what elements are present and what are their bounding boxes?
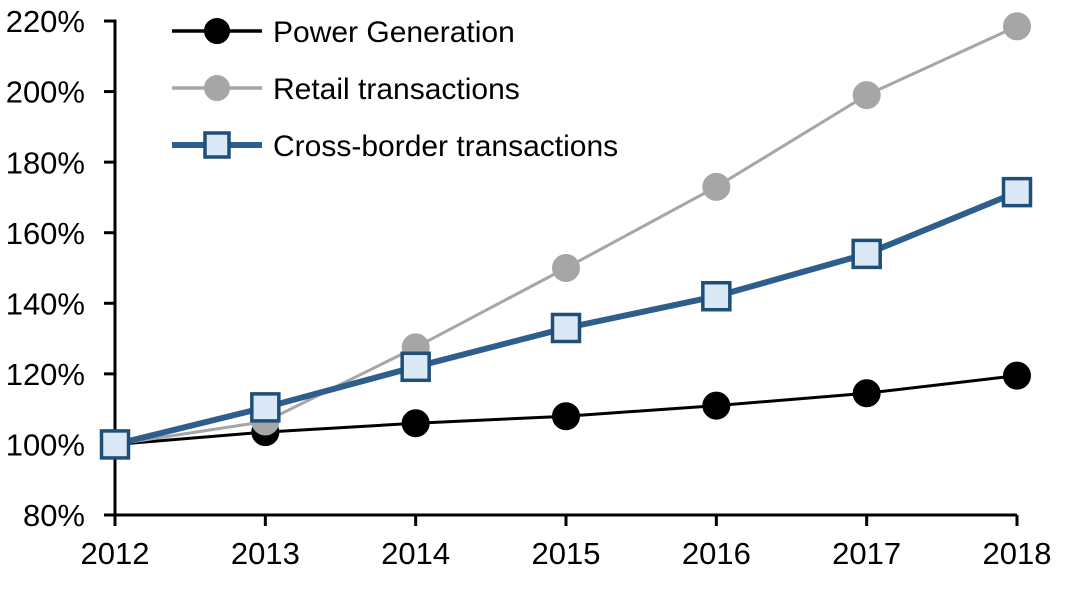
data-point [550, 312, 582, 344]
legend-marker-square [203, 131, 231, 159]
y-tick-label: 140% [6, 286, 85, 321]
x-tick-label: 2016 [682, 536, 751, 571]
data-point [401, 409, 430, 438]
data-point [1003, 361, 1031, 390]
legend-item-cross-border-transactions: Cross-border transactions [172, 130, 618, 163]
data-point [702, 172, 731, 201]
y-tick-label: 100% [6, 428, 85, 463]
data-point [400, 351, 431, 383]
legend-item-retail-transactions: Retail transactions [172, 73, 520, 106]
data-point [250, 392, 281, 423]
x-tick-label: 2017 [832, 536, 901, 571]
y-tick-label: 180% [6, 145, 85, 180]
data-point [701, 280, 732, 312]
data-point [552, 402, 580, 431]
legend-label: Power Generation [273, 16, 515, 49]
series-cross-border-transactions [99, 176, 1033, 460]
data-point [851, 238, 882, 270]
y-tick-label: 120% [6, 357, 85, 392]
legend-label: Cross-border transactions [273, 130, 618, 163]
legend-label: Retail transactions [273, 73, 520, 106]
axes: 80% 100% 120% 140% 160% 180% 200% 220% 2012 2013 2… [6, 4, 1052, 571]
x-tick-label: 2012 [81, 536, 150, 571]
data-point [552, 254, 580, 282]
x-tick-label: 2014 [381, 536, 450, 571]
y-tick-label: 160% [6, 216, 85, 251]
y-tick-label: 220% [6, 4, 85, 39]
legend-item-power-generation: Power Generation [172, 16, 515, 49]
x-tick-label: 2015 [532, 536, 601, 571]
x-tick-label: 2018 [983, 536, 1052, 571]
data-point [99, 429, 131, 460]
data-point [1001, 176, 1033, 208]
legend-marker-circle [204, 18, 230, 44]
data-point [852, 379, 881, 408]
legend-marker-circle [204, 75, 230, 101]
series-power-generation [101, 361, 1031, 459]
legend: Power Generation Retail transactions Cross… [172, 16, 618, 163]
y-tick-label: 200% [6, 75, 85, 110]
data-point [1003, 12, 1031, 41]
x-tick-label: 2013 [231, 536, 300, 571]
y-tick-label: 80% [23, 498, 85, 533]
data-point [852, 81, 881, 110]
data-point [702, 391, 731, 420]
